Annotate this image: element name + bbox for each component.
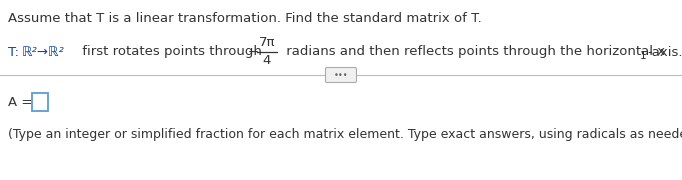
Text: 1: 1 — [640, 51, 647, 61]
FancyBboxPatch shape — [325, 68, 357, 82]
Text: 7π: 7π — [258, 37, 276, 50]
Text: T:: T: — [8, 46, 23, 58]
Text: A =: A = — [8, 96, 32, 109]
Text: 4: 4 — [263, 55, 271, 68]
Text: -axis.: -axis. — [647, 46, 682, 58]
Text: radians and then reflects points through the horizontal x: radians and then reflects points through… — [282, 46, 665, 58]
Text: ℝ²→ℝ²: ℝ²→ℝ² — [22, 46, 65, 58]
FancyBboxPatch shape — [32, 93, 48, 111]
Text: •••: ••• — [333, 71, 349, 80]
Text: Assume that T is a linear transformation. Find the standard matrix of T.: Assume that T is a linear transformation… — [8, 12, 481, 25]
Text: −: − — [248, 46, 259, 58]
Text: first rotates points through: first rotates points through — [78, 46, 266, 58]
Text: (Type an integer or simplified fraction for each matrix element. Type exact answ: (Type an integer or simplified fraction … — [8, 128, 682, 141]
